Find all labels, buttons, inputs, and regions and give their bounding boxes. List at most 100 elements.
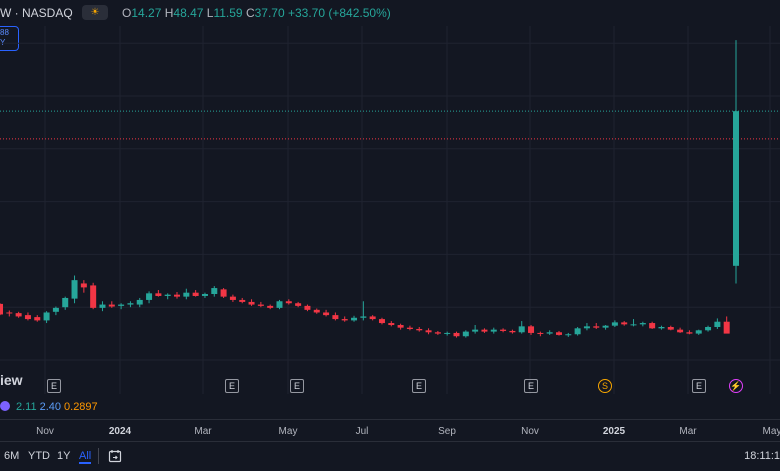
candle-body[interactable] — [239, 299, 246, 302]
candle-body[interactable] — [621, 322, 628, 325]
candle-body[interactable] — [388, 323, 395, 326]
candle-body[interactable] — [323, 312, 330, 316]
candle-body[interactable] — [211, 288, 218, 294]
candle-body[interactable] — [639, 323, 646, 325]
candle-body[interactable] — [397, 325, 404, 328]
candle-body[interactable] — [714, 321, 721, 327]
candle-body[interactable] — [6, 312, 13, 314]
candle-body[interactable] — [71, 280, 78, 299]
candle-body[interactable] — [108, 304, 115, 307]
range-ytd-button[interactable]: YTD — [28, 450, 50, 462]
candlestick-chart[interactable] — [0, 26, 780, 394]
candle-body[interactable] — [52, 307, 59, 312]
candle-body[interactable] — [705, 327, 712, 331]
candle-body[interactable] — [593, 326, 600, 328]
earnings-marker[interactable]: E — [692, 379, 706, 393]
price-box[interactable]: 88 Y — [0, 26, 19, 51]
candle-body[interactable] — [295, 303, 302, 306]
candle-body[interactable] — [537, 332, 544, 334]
chart-area[interactable] — [0, 26, 780, 394]
candle-body[interactable] — [444, 332, 451, 334]
candle-body[interactable] — [658, 327, 665, 329]
candle-body[interactable] — [406, 327, 413, 329]
candle-body[interactable] — [611, 322, 618, 326]
candle-body[interactable] — [15, 313, 22, 317]
candle-body[interactable] — [43, 312, 50, 321]
candle-body[interactable] — [351, 317, 358, 321]
candle-body[interactable] — [313, 309, 320, 313]
candle-body[interactable] — [99, 304, 106, 308]
candle-body[interactable] — [248, 301, 255, 305]
candle-body[interactable] — [276, 301, 283, 308]
candle-body[interactable] — [304, 305, 311, 310]
candle-body[interactable] — [574, 328, 581, 335]
earnings-marker[interactable]: E — [412, 379, 426, 393]
candle-body[interactable] — [723, 321, 730, 334]
candle-body[interactable] — [462, 331, 469, 337]
candle-body[interactable] — [62, 297, 69, 308]
earnings-marker[interactable]: E — [524, 379, 538, 393]
candle-body[interactable] — [360, 316, 367, 318]
candle-body[interactable] — [267, 305, 274, 308]
candle-body[interactable] — [481, 329, 488, 332]
candle-body[interactable] — [518, 326, 525, 333]
candle-body[interactable] — [0, 303, 3, 315]
symbol-title[interactable]: W · NASDAQ — [0, 6, 73, 20]
candle-body[interactable] — [80, 283, 87, 288]
candle-body[interactable] — [183, 292, 190, 297]
candle-body[interactable] — [332, 315, 339, 320]
candle-body[interactable] — [509, 330, 516, 333]
earnings-marker[interactable]: E — [225, 379, 239, 393]
candle-body[interactable] — [472, 329, 479, 332]
earnings-marker[interactable]: E — [290, 379, 304, 393]
candle-body[interactable] — [500, 329, 507, 331]
candle-body[interactable] — [490, 329, 497, 332]
candle-body[interactable] — [136, 299, 143, 305]
candle-body[interactable] — [24, 315, 31, 320]
flash-marker[interactable]: ⚡ — [729, 379, 743, 393]
range-6m-button[interactable]: 6M — [4, 450, 20, 462]
candle-body[interactable] — [434, 332, 441, 334]
candle-body[interactable] — [555, 332, 562, 335]
candle-body[interactable] — [127, 303, 134, 305]
candle-body[interactable] — [201, 294, 208, 296]
candle-body[interactable] — [677, 329, 684, 333]
candle-body[interactable] — [528, 326, 535, 333]
candle-body[interactable] — [164, 294, 171, 296]
earnings-marker[interactable]: E — [47, 379, 61, 393]
candle-body[interactable] — [378, 319, 385, 324]
time-axis[interactable]: Nov 2024 Mar May Jul Sep Nov 2025 Mar May — [0, 419, 780, 442]
candle-body[interactable] — [583, 326, 590, 329]
candle-body[interactable] — [630, 324, 637, 326]
indicator-icon[interactable] — [0, 401, 10, 411]
candle-body[interactable] — [602, 325, 609, 328]
candle-body[interactable] — [425, 330, 432, 333]
split-marker[interactable]: S — [598, 379, 612, 393]
candle-body[interactable] — [118, 304, 125, 306]
sun-icon[interactable]: ☀ — [82, 5, 108, 20]
candle-body[interactable] — [146, 293, 153, 300]
candle-body[interactable] — [733, 111, 739, 266]
candle-body[interactable] — [257, 304, 264, 306]
candle-body[interactable] — [285, 301, 292, 304]
candle-body[interactable] — [649, 323, 656, 329]
candle-body[interactable] — [90, 285, 97, 308]
candle-body[interactable] — [416, 328, 423, 331]
candle-body[interactable] — [229, 296, 236, 300]
candle-body[interactable] — [155, 293, 162, 296]
calendar-goto-icon[interactable] — [108, 449, 122, 463]
candle-body[interactable] — [192, 292, 199, 296]
candle-body[interactable] — [546, 332, 553, 334]
candle-body[interactable] — [341, 319, 348, 321]
candle-body[interactable] — [369, 316, 376, 320]
candle-body[interactable] — [667, 327, 674, 330]
candle-body[interactable] — [453, 332, 460, 337]
candle-body[interactable] — [565, 334, 572, 336]
range-all-button[interactable]: All — [79, 450, 92, 464]
candle-body[interactable] — [686, 332, 693, 334]
candle-body[interactable] — [220, 289, 227, 297]
candle-body[interactable] — [174, 294, 181, 297]
candle-body[interactable] — [695, 330, 702, 334]
candle-body[interactable] — [34, 317, 41, 321]
range-1y-button[interactable]: 1Y — [57, 450, 71, 462]
